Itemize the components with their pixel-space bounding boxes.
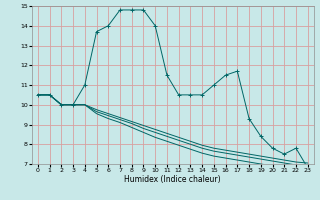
X-axis label: Humidex (Indice chaleur): Humidex (Indice chaleur) [124, 175, 221, 184]
